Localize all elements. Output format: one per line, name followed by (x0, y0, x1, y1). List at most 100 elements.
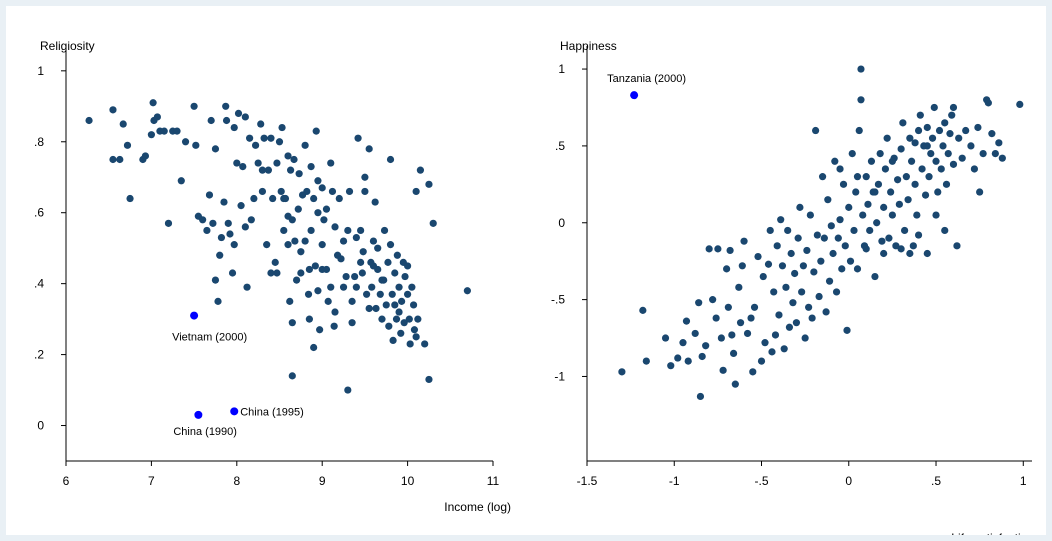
data-point (909, 242, 917, 250)
data-point (782, 283, 790, 291)
data-point (867, 157, 876, 165)
data-point (116, 155, 124, 164)
data-point (354, 134, 362, 142)
data-point (421, 340, 429, 348)
data-point (818, 173, 827, 181)
data-point (267, 269, 275, 277)
data-point (921, 191, 930, 199)
data-point (267, 134, 275, 142)
data-point (838, 265, 846, 273)
data-point (352, 233, 360, 242)
data-point (991, 149, 999, 158)
data-point (273, 159, 281, 167)
data-point (258, 166, 267, 174)
data-point (911, 180, 919, 188)
data-point (230, 241, 238, 249)
data-point (948, 111, 956, 119)
data-point (288, 319, 296, 327)
data-point (684, 357, 692, 365)
data-point (386, 155, 395, 164)
data-point (314, 209, 322, 217)
data-point (848, 149, 856, 158)
data-point (305, 265, 313, 274)
data-point (284, 241, 292, 249)
data-point (820, 234, 828, 242)
data-point (287, 166, 295, 174)
data-point (825, 277, 834, 285)
data-point (224, 219, 232, 227)
data-point (934, 188, 942, 196)
data-point (899, 119, 907, 127)
data-point (376, 290, 384, 298)
data-point (714, 245, 722, 253)
data-point (357, 226, 365, 235)
data-point (331, 308, 339, 316)
data-point (970, 165, 979, 173)
data-point (406, 340, 414, 348)
data-point (363, 290, 371, 298)
data-point (312, 127, 320, 135)
data-point (768, 348, 776, 356)
data-point (955, 134, 963, 142)
data-point (777, 216, 785, 224)
data-point (322, 205, 331, 213)
x-tick-label: 6 (63, 474, 70, 488)
data-point (771, 331, 780, 339)
data-point (832, 288, 841, 296)
data-point (923, 249, 931, 258)
data-point (126, 194, 134, 203)
x-tick-label: 10 (401, 474, 415, 488)
data-point (361, 187, 369, 196)
data-point (284, 152, 292, 160)
data-point (391, 269, 399, 277)
data-point (303, 187, 311, 196)
data-point (305, 315, 313, 323)
data-point (228, 269, 237, 277)
data-point (85, 116, 93, 125)
data-point (923, 142, 931, 150)
data-point (862, 173, 870, 181)
x-axis-title: Life satisfaction (951, 531, 1034, 535)
data-point (295, 170, 303, 178)
data-point (927, 149, 935, 158)
data-point (405, 315, 413, 323)
data-point (935, 126, 944, 135)
data-point (866, 226, 874, 235)
data-point (203, 226, 211, 235)
data-point (857, 65, 865, 73)
data-point (404, 290, 412, 298)
y-tick-label: .6 (34, 206, 44, 220)
data-point (932, 157, 940, 165)
data-point (757, 357, 766, 365)
data-point (918, 165, 926, 173)
data-point (211, 145, 220, 153)
data-point (806, 211, 814, 219)
data-point (815, 292, 823, 301)
data-point (906, 134, 914, 142)
data-point (109, 155, 117, 164)
data-point (412, 187, 420, 196)
data-point (389, 336, 397, 345)
data-point (241, 113, 249, 121)
data-point (216, 251, 224, 259)
data-point (736, 319, 745, 327)
data-point (674, 354, 682, 362)
data-point (740, 237, 748, 245)
data-point (290, 155, 298, 164)
data-point (177, 177, 185, 185)
data-point (237, 202, 245, 210)
data-point (327, 159, 335, 167)
data-point (344, 226, 352, 235)
data-point (401, 272, 409, 281)
data-point (345, 187, 354, 196)
data-point (292, 276, 301, 284)
data-point (275, 138, 284, 146)
x-axis-title: Income (log) (444, 500, 511, 514)
data-point (709, 296, 717, 304)
data-point (395, 308, 403, 316)
data-point (801, 334, 809, 342)
data-point (258, 187, 267, 196)
data-point (759, 272, 767, 281)
data-point (199, 216, 207, 224)
data-point (425, 375, 433, 384)
